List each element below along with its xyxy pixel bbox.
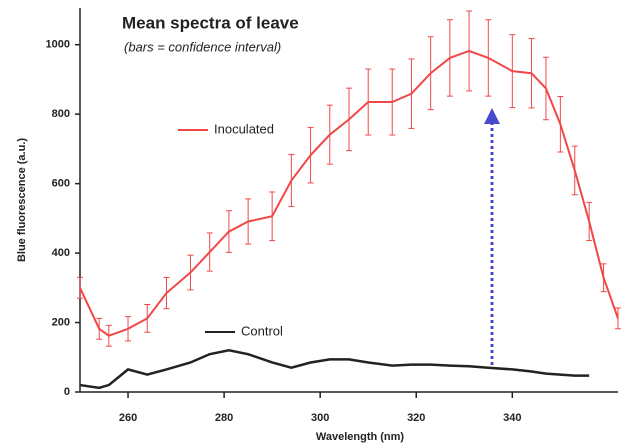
x-axis-label: Wavelength (nm) [316,431,405,443]
error-bar [408,58,415,129]
chart-title: Mean spectra of leave [122,13,299,32]
y-tick-label: 200 [52,316,70,328]
error-bar [600,263,607,293]
error-bar [427,36,434,111]
arrow-head [484,108,500,124]
x-tick-label: 300 [311,412,329,424]
error-bar [307,126,314,184]
y-axis-label: Blue fluorescence (a.u.) [16,138,28,262]
error-bar [105,324,112,347]
series-line [79,49,619,337]
error-bar [206,232,213,272]
legend-label: Control [241,323,283,338]
error-bar [96,317,103,340]
error-bar [557,95,564,153]
error-bar [288,153,295,208]
y-tick-label: 1000 [46,39,70,51]
error-bar [326,104,333,165]
error-bar [389,68,396,136]
error-bar [125,316,132,342]
y-tick-label: 800 [52,108,70,120]
error-bar [225,210,232,253]
series-line [79,349,590,390]
x-tick-label: 260 [119,412,137,424]
error-bar [542,56,549,121]
error-bar [77,276,83,299]
legend-label: Inoculated [214,121,274,136]
error-bar [346,87,352,152]
error-bar [269,191,276,242]
error-bar [571,145,578,196]
chart-subtitle: (bars = confidence interval) [124,39,281,54]
y-tick-label: 400 [52,247,70,259]
error-bar [466,10,473,92]
error-bar [509,34,516,109]
error-bar [446,19,453,97]
error-bar [163,276,170,310]
y-tick-label: 600 [52,178,70,190]
error-bar [144,303,151,333]
y-tick-label: 0 [64,386,70,398]
x-tick-label: 320 [407,412,425,424]
x-tick-label: 340 [503,412,521,424]
error-bar [245,198,252,245]
error-bar [365,68,372,136]
error-bar [187,254,194,291]
error-bar [528,37,535,109]
error-bar [485,19,492,97]
error-bar [615,307,621,330]
error-bar [586,201,593,242]
x-tick-label: 280 [215,412,233,424]
